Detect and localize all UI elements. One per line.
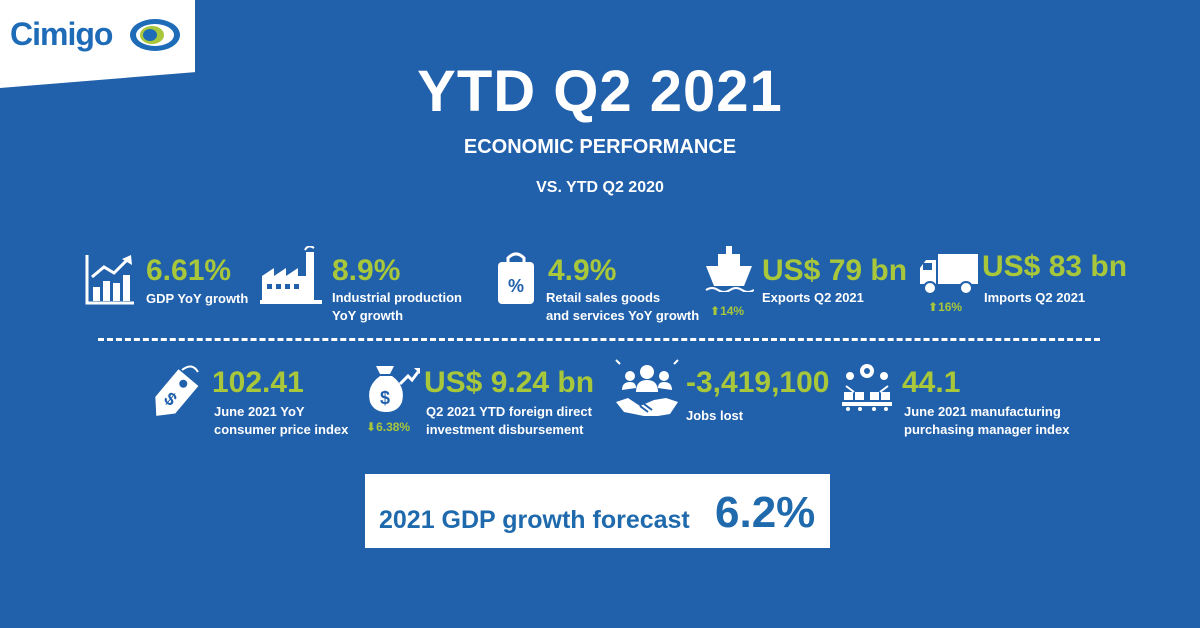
shopping-bag-icon: % <box>498 252 534 304</box>
stat-label: GDP YoY growth <box>146 291 249 306</box>
change-up-indicator: ⬆16% <box>928 300 962 314</box>
stat-exports: ⬆14% US$ 79 bn Exports Q2 2021 <box>700 246 907 326</box>
change-value: 6.38% <box>376 420 411 434</box>
comparison-period: VS. YTD Q2 2020 <box>536 179 664 196</box>
stat-label: Jobs lost <box>686 408 744 423</box>
stat-retail-sales: % 4.9% Retail sales goods and services Y… <box>496 250 711 330</box>
stat-gdp-growth: 6.61% GDP YoY growth <box>84 250 264 320</box>
logo-banner: Cimigo <box>0 0 195 88</box>
stat-label-line-2: consumer price index <box>214 422 349 437</box>
stat-industrial-production: 8.9% Industrial production YoY growth <box>260 246 490 326</box>
page-title: YTD Q2 2021 <box>417 59 783 124</box>
arrow-down-icon: ⬇ <box>366 420 377 434</box>
page-subtitle: ECONOMIC PERFORMANCE <box>463 136 737 158</box>
stat-label-line-2: YoY growth <box>332 308 404 323</box>
change-value: 14% <box>720 304 745 318</box>
handshake-people-icon <box>615 359 679 416</box>
stat-label-line-2: and services YoY growth <box>546 308 700 323</box>
arrow-up-icon: ⬆ <box>710 304 721 318</box>
stat-value: US$ 79 bn <box>762 254 908 287</box>
svg-text:%: % <box>508 276 524 296</box>
growth-chart-icon <box>85 255 134 305</box>
arrow-up-icon: ⬆ <box>928 300 939 314</box>
eye-logo-icon <box>130 19 180 51</box>
stat-label-line-2: purchasing manager index <box>904 422 1070 437</box>
gdp-forecast-box: 2021 GDP growth forecast 6.2% <box>365 474 830 548</box>
money-bag-icon: $ <box>369 366 420 412</box>
stat-label: Imports Q2 2021 <box>984 290 1086 305</box>
stat-label-line-1: Industrial production <box>332 290 462 305</box>
stat-label-line-1: June 2021 YoY <box>214 404 305 419</box>
stat-label-line-1: June 2021 manufacturing <box>904 404 1061 419</box>
svg-text:$: $ <box>380 388 390 408</box>
stat-value: 44.1 <box>902 366 961 399</box>
brand-logo-text: Cimigo <box>10 16 113 52</box>
stat-value: 4.9% <box>548 254 617 287</box>
stat-value: -3,419,100 <box>686 366 830 399</box>
stat-value: US$ 83 bn <box>982 250 1128 283</box>
price-tag-icon: $ <box>155 365 199 416</box>
stat-consumer-price-index: $ 102.41 June 2021 YoY consumer price in… <box>142 362 362 442</box>
change-up-indicator: ⬆14% <box>710 304 744 318</box>
factory-icon <box>260 246 322 304</box>
stat-value: 102.41 <box>212 366 304 399</box>
stat-label: Exports Q2 2021 <box>762 290 864 305</box>
forecast-value: 6.2% <box>715 488 816 537</box>
stat-value: 6.61% <box>146 254 232 287</box>
stat-value: 8.9% <box>332 254 401 287</box>
section-divider <box>98 338 1100 341</box>
stat-imports: ⬆16% US$ 83 bn Imports Q2 2021 <box>918 246 1128 326</box>
change-down-indicator: ⬇6.38% <box>366 420 410 434</box>
stat-label-line-1: Retail sales goods <box>546 290 661 305</box>
stat-label-line-1: Q2 2021 YTD foreign direct <box>426 404 592 419</box>
stat-pmi: 44.1 June 2021 manufacturing purchasing … <box>840 362 1080 442</box>
forecast-label: 2021 GDP growth forecast <box>379 506 690 534</box>
ship-icon <box>705 246 754 292</box>
stat-value: US$ 9.24 bn <box>424 366 595 399</box>
change-value: 16% <box>938 300 963 314</box>
manufacturing-icon <box>842 364 892 411</box>
stat-label-line-2: investment disbursement <box>426 422 584 437</box>
stat-fdi-disbursement: $ ⬇6.38% US$ 9.24 bn Q2 2021 YTD foreign… <box>364 362 604 442</box>
stat-jobs-lost: -3,419,100 Jobs lost <box>614 358 834 428</box>
truck-icon <box>920 254 978 295</box>
